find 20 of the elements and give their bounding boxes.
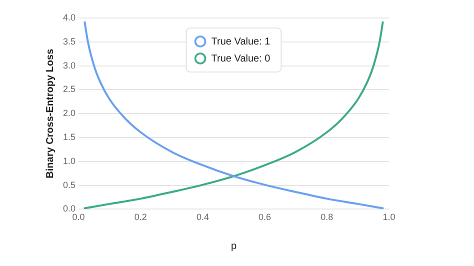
y-tick-label: 0.0 <box>62 204 76 214</box>
x-axis-title: p <box>230 240 237 252</box>
x-tick-label: 0.0 <box>72 212 85 222</box>
y-tick-label: 0.5 <box>62 180 76 190</box>
x-tick-label: 0.4 <box>196 212 209 222</box>
y-tick-label: 1.5 <box>62 132 76 142</box>
y-tick-label: 2.5 <box>62 84 76 94</box>
y-tick-label: 4.0 <box>62 12 76 22</box>
y-tick-label: 2.0 <box>62 108 76 118</box>
line-series <box>84 21 384 210</box>
legend-label: True Value: 0 <box>211 53 271 64</box>
y-tick-label: 1.0 <box>62 156 76 166</box>
x-tick-label: 1.0 <box>382 212 396 222</box>
y-axis-title: Binary Cross-Entropy Loss <box>44 48 56 178</box>
x-tick-label: 0.2 <box>134 212 147 222</box>
y-tick-label: 3.5 <box>62 36 76 46</box>
legend-label: True Value: 1 <box>211 36 271 48</box>
x-tick-label: 0.6 <box>258 212 272 222</box>
y-tick-label: 3.0 <box>62 60 76 70</box>
x-tick-label: 0.8 <box>320 212 334 222</box>
